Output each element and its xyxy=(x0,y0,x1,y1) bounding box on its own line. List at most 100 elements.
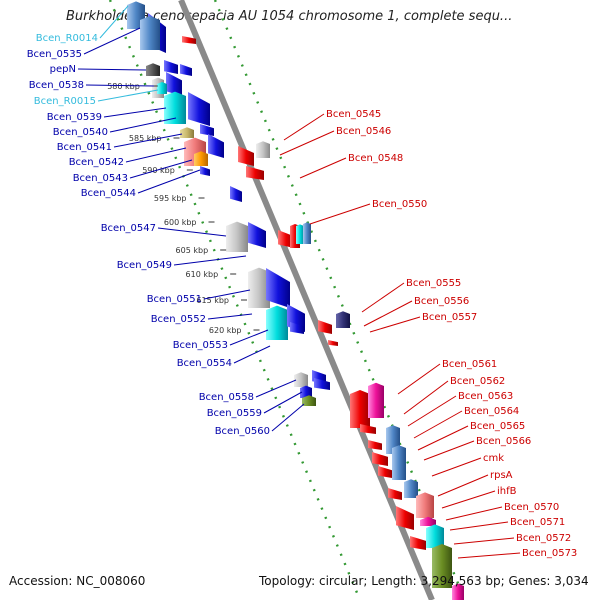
gene-feature[interactable] xyxy=(336,311,350,328)
gene-label[interactable]: Bcen_0562 xyxy=(450,376,505,387)
gene-feature[interactable] xyxy=(328,340,338,346)
gene-feature[interactable] xyxy=(318,320,332,334)
gene-label[interactable]: Bcen_0572 xyxy=(516,533,571,544)
gene-label[interactable]: Bcen_0550 xyxy=(372,199,427,210)
gene-label[interactable]: cmk xyxy=(483,453,504,464)
gene-feature[interactable] xyxy=(294,372,308,387)
gene-label[interactable]: Bcen_0539 xyxy=(47,112,102,123)
gene-feature[interactable] xyxy=(452,583,464,600)
gene-feature[interactable] xyxy=(248,267,270,308)
gene-feature[interactable] xyxy=(420,516,436,526)
gene-label[interactable]: Bcen_0561 xyxy=(442,359,497,370)
gene-feature[interactable] xyxy=(266,305,288,340)
gene-label[interactable]: Bcen_0556 xyxy=(414,296,469,307)
outer-left-track-line xyxy=(108,0,362,600)
gene-label[interactable]: Bcen_0548 xyxy=(348,153,403,164)
gene-label[interactable]: Bcen_0573 xyxy=(522,548,577,559)
gene-label[interactable]: Bcen_0543 xyxy=(73,173,128,184)
gene-label[interactable]: Bcen_0557 xyxy=(422,312,477,323)
gene-feature[interactable] xyxy=(256,141,270,158)
gene-feature[interactable] xyxy=(246,166,264,180)
gene-label[interactable]: Bcen_0563 xyxy=(458,391,513,402)
gene-feature[interactable] xyxy=(368,382,384,418)
gene-feature[interactable] xyxy=(164,60,178,74)
gene-feature[interactable] xyxy=(248,222,266,248)
gene-label[interactable]: Bcen_0553 xyxy=(173,340,228,351)
gene-feature[interactable] xyxy=(146,63,160,76)
gene-feature[interactable] xyxy=(182,36,196,44)
gene-label[interactable]: Bcen_0545 xyxy=(326,109,381,120)
gene-label[interactable]: Bcen_0547 xyxy=(101,223,156,234)
gene-label[interactable]: Bcen_0554 xyxy=(177,358,232,369)
gene-feature[interactable] xyxy=(230,186,242,202)
label-leader-line xyxy=(203,289,251,300)
gene-label[interactable]: Bcen_0555 xyxy=(406,278,461,289)
label-leader-line xyxy=(233,345,271,364)
gene-label[interactable]: Bcen_0541 xyxy=(57,142,112,153)
gene-feature[interactable] xyxy=(180,127,194,138)
gene-feature[interactable] xyxy=(296,224,304,244)
label-leader-line xyxy=(437,474,489,497)
gene-feature[interactable] xyxy=(416,492,434,518)
gene-feature[interactable] xyxy=(388,488,402,500)
gene-feature[interactable] xyxy=(266,268,290,308)
gene-label[interactable]: Bcen_0570 xyxy=(504,502,559,513)
gene-label[interactable]: Bcen_0560 xyxy=(215,426,270,437)
gene-feature[interactable] xyxy=(164,91,186,124)
gene-label[interactable]: ihfB xyxy=(497,486,517,497)
gene-feature[interactable] xyxy=(226,221,248,252)
gene-label[interactable]: pepN xyxy=(50,64,76,75)
gene-feature[interactable] xyxy=(290,322,304,334)
gene-feature[interactable] xyxy=(238,146,254,166)
gene-label[interactable]: Bcen_0546 xyxy=(336,126,391,137)
scale-tick-label: 595 kbp xyxy=(154,194,187,203)
gene-label[interactable]: Bcen_0551 xyxy=(147,294,202,305)
scale-tick-label: 580 kbp xyxy=(107,82,140,91)
gene-label[interactable]: Bcen_0540 xyxy=(53,127,108,138)
gene-feature[interactable] xyxy=(300,385,312,398)
gene-feature[interactable] xyxy=(426,524,444,548)
gene-feature[interactable] xyxy=(410,536,426,550)
label-leader-line xyxy=(125,147,187,163)
gene-feature[interactable] xyxy=(180,64,192,76)
gene-feature[interactable] xyxy=(188,92,210,126)
gene-label[interactable]: Bcen_0544 xyxy=(81,188,136,199)
gene-label[interactable]: Bcen_0565 xyxy=(470,421,525,432)
label-leader-line xyxy=(413,410,463,439)
gene-label[interactable]: Bcen_0566 xyxy=(476,436,531,447)
gene-feature[interactable] xyxy=(194,151,208,166)
gene-feature[interactable] xyxy=(157,82,167,94)
gene-label[interactable]: rpsA xyxy=(490,470,513,481)
gene-label[interactable]: Bcen_0549 xyxy=(117,260,172,271)
gene-feature[interactable] xyxy=(166,72,182,96)
gene-feature[interactable] xyxy=(200,124,214,136)
gene-feature[interactable] xyxy=(208,134,224,158)
gene-label[interactable]: Bcen_0571 xyxy=(510,517,565,528)
gene-label[interactable]: Bcen_0559 xyxy=(207,408,262,419)
gene-feature[interactable] xyxy=(303,222,311,244)
gene-label[interactable]: Bcen_0558 xyxy=(199,392,254,403)
gene-feature[interactable] xyxy=(392,445,406,480)
gene-label[interactable]: Bcen_0535 xyxy=(27,49,82,60)
gene-feature[interactable] xyxy=(378,466,392,478)
gene-label[interactable]: Bcen_R0014 xyxy=(36,33,98,44)
gene-label[interactable]: Bcen_0538 xyxy=(29,80,84,91)
gene-label[interactable]: Bcen_0542 xyxy=(69,157,124,168)
gene-feature[interactable] xyxy=(368,440,382,450)
gene-feature[interactable] xyxy=(140,16,160,50)
gene-label[interactable]: Bcen_0564 xyxy=(464,406,519,417)
gene-feature[interactable] xyxy=(372,452,388,466)
gene-feature[interactable] xyxy=(396,506,414,530)
gene-feature[interactable] xyxy=(404,479,418,498)
gene-label[interactable]: Bcen_0552 xyxy=(151,314,206,325)
gene-feature[interactable] xyxy=(360,424,376,434)
gene-label[interactable]: Bcen_R0015 xyxy=(34,96,96,107)
gene-feature[interactable] xyxy=(200,166,210,176)
gene-feature[interactable] xyxy=(314,378,330,390)
label-leader-line xyxy=(309,203,371,225)
gene-feature[interactable] xyxy=(302,395,316,406)
gene-feature[interactable] xyxy=(350,390,370,428)
gene-feature[interactable] xyxy=(432,544,452,588)
